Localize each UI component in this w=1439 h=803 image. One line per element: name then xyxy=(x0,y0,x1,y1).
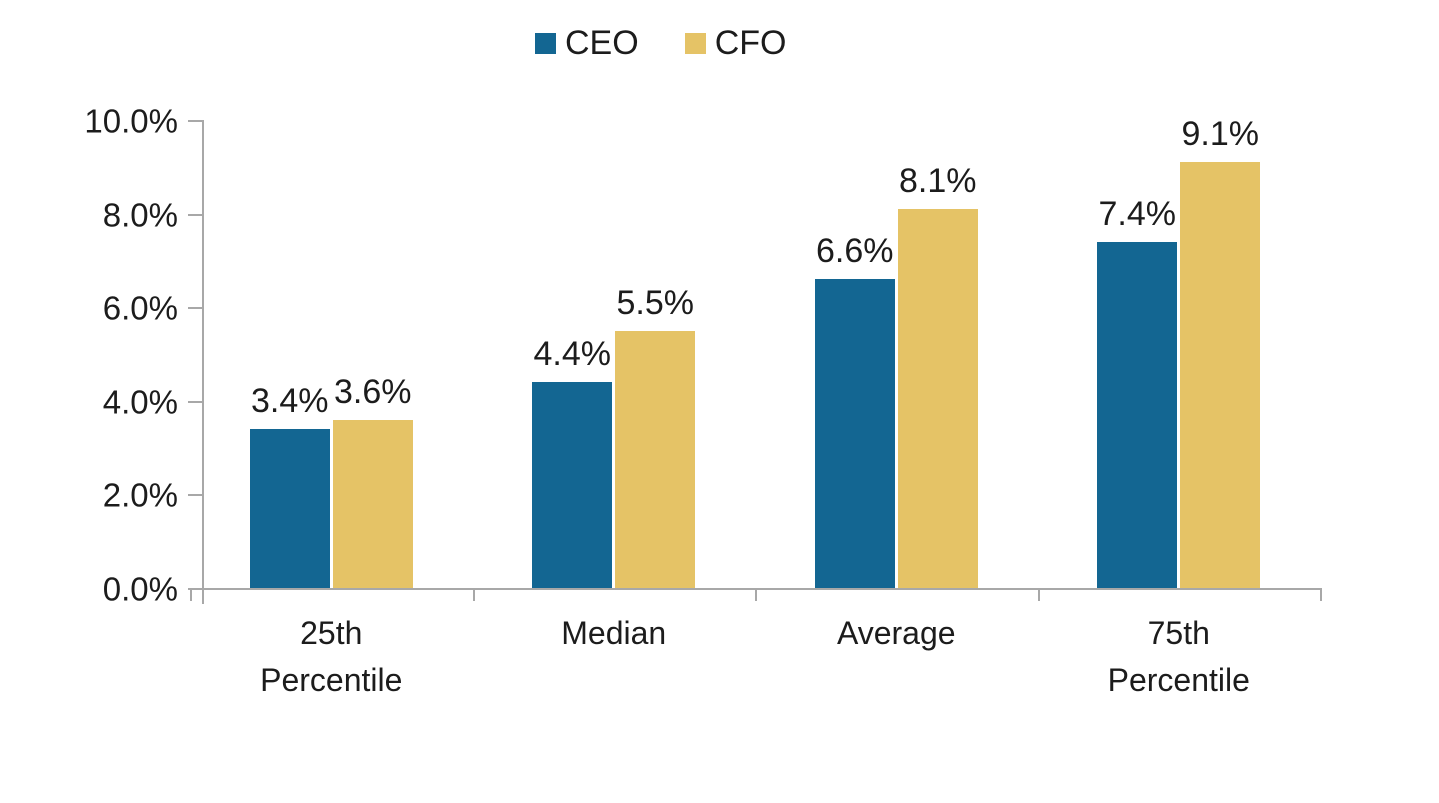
bar-cfo-4 xyxy=(1180,162,1261,588)
legend-item-ceo: CEO xyxy=(535,26,639,60)
y-axis-tick-label: 6.0% xyxy=(102,289,178,327)
bar-value-label-cfo-3: 8.1% xyxy=(899,161,977,200)
bar-value-label-ceo-4: 7.4% xyxy=(1098,194,1177,233)
x-axis-line xyxy=(188,588,1320,590)
bar-ceo-4 xyxy=(1097,241,1178,588)
legend-item-cfo: CFO xyxy=(684,24,787,62)
x-axis-tick xyxy=(190,588,192,601)
y-axis-tick xyxy=(188,120,202,122)
bar-ceo-1 xyxy=(249,428,330,588)
bar-value-label-ceo-1: 3.4% xyxy=(251,381,329,420)
y-axis-tick-label: 2.0% xyxy=(102,476,178,514)
y-axis-tick xyxy=(188,307,202,310)
y-axis-tick xyxy=(188,588,202,590)
legend-swatch-ceo xyxy=(535,32,556,54)
y-axis-tick-label: 10.0% xyxy=(84,102,178,140)
bar-cfo-1 xyxy=(332,419,413,588)
y-axis-tick-label: 8.0% xyxy=(102,196,178,234)
x-axis-category-label: 25th Percentile xyxy=(260,615,403,698)
y-axis-tick xyxy=(188,400,202,403)
y-axis-tick-label: 0.0% xyxy=(102,570,178,608)
bar-value-label-ceo-2: 4.4% xyxy=(533,335,612,374)
bar-ceo-2 xyxy=(532,382,613,588)
legend-swatch-cfo xyxy=(684,32,706,54)
bar-value-label-cfo-1: 3.6% xyxy=(334,372,412,411)
x-axis-tick xyxy=(1037,588,1040,601)
bar-cfo-2 xyxy=(615,330,696,588)
chart-legend: CEO CFO xyxy=(535,26,786,60)
x-axis-category-label: Average xyxy=(836,615,956,651)
bar-cfo-3 xyxy=(897,208,978,588)
y-axis-tick-label: 4.0% xyxy=(102,383,178,421)
x-axis-category-label: Median xyxy=(561,615,667,651)
bar-value-label-ceo-3: 6.6% xyxy=(816,232,894,271)
legend-label-cfo: CFO xyxy=(714,24,787,62)
legend-label-ceo: CEO xyxy=(565,24,639,62)
y-axis-line xyxy=(202,120,204,604)
x-axis-tick xyxy=(1320,588,1322,601)
x-axis-tick xyxy=(755,588,757,601)
y-axis-tick xyxy=(188,494,202,497)
bar-ceo-3 xyxy=(814,279,895,588)
bar-value-label-cfo-4: 9.1% xyxy=(1181,115,1260,154)
x-axis-category-label: 75th Percentile xyxy=(1107,615,1250,698)
x-axis-tick xyxy=(472,588,475,601)
y-axis-tick xyxy=(188,213,202,216)
bar-value-label-cfo-2: 5.5% xyxy=(616,283,695,322)
